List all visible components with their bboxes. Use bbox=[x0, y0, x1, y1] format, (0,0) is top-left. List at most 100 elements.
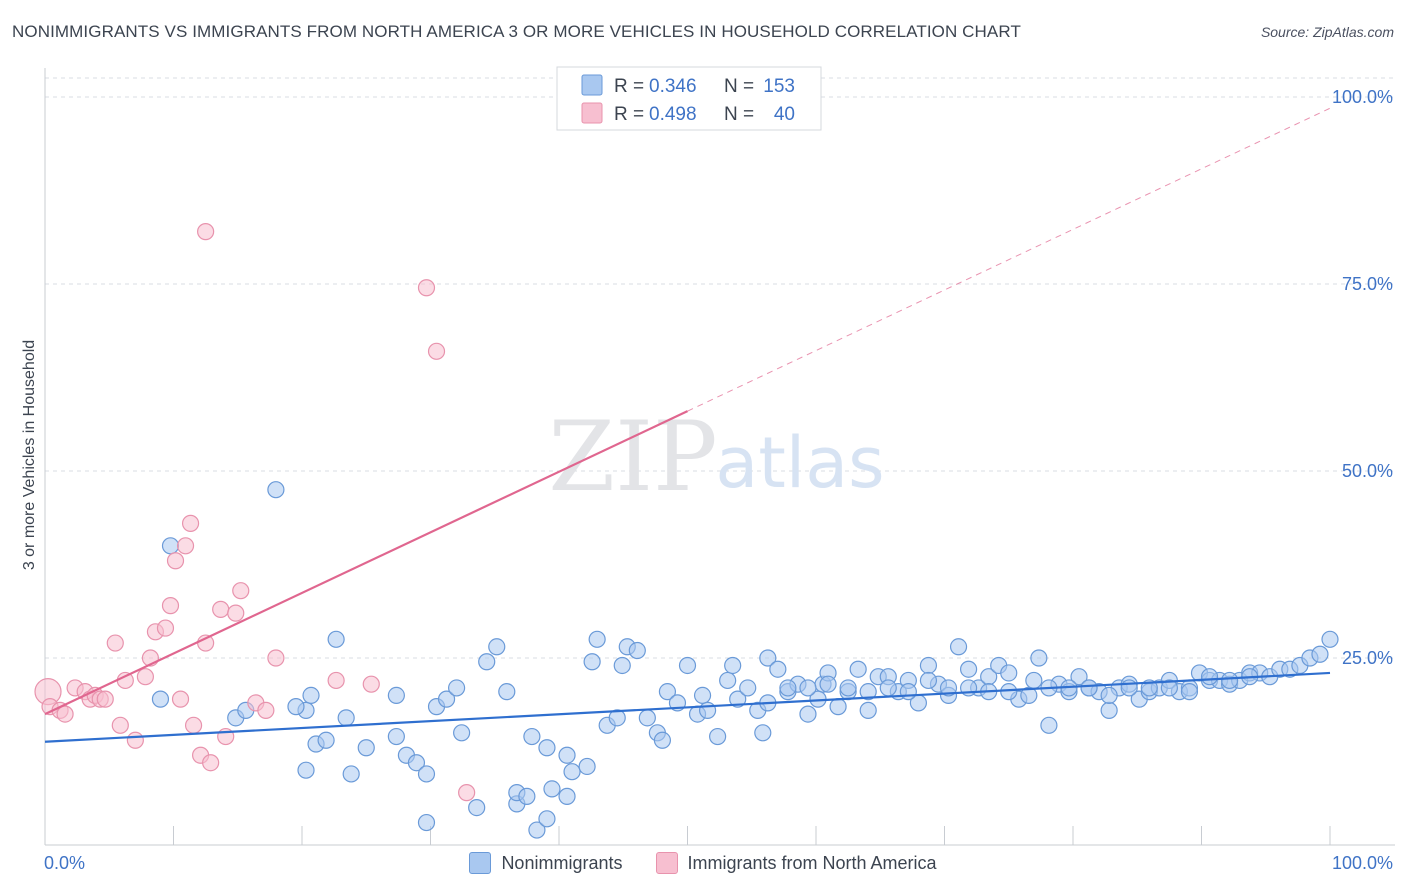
legend-n-label-1: N = bbox=[724, 104, 754, 125]
blue-point bbox=[1000, 683, 1018, 701]
pink-point bbox=[184, 716, 203, 734]
blue-point bbox=[613, 656, 631, 675]
legend-top: R = 0.346 N = 153 R = 0.498 N = 40 bbox=[556, 66, 822, 131]
blue-point bbox=[583, 653, 601, 671]
pink-point bbox=[227, 604, 245, 622]
blue-point bbox=[1221, 671, 1239, 690]
watermark-zip: ZIP bbox=[548, 401, 717, 513]
pink-point bbox=[56, 705, 74, 723]
blue-point bbox=[653, 731, 672, 749]
blue-point bbox=[387, 727, 405, 746]
pink-point bbox=[176, 537, 195, 555]
blue-point bbox=[769, 660, 787, 678]
blue-point bbox=[563, 763, 581, 781]
blue-point bbox=[638, 709, 656, 727]
blue-point bbox=[317, 731, 335, 749]
blue-point bbox=[337, 709, 355, 727]
blue-point bbox=[498, 683, 516, 701]
blue-point bbox=[407, 754, 426, 772]
grid-lines bbox=[45, 77, 1395, 659]
pink-point bbox=[181, 514, 200, 532]
blue-point bbox=[1200, 668, 1219, 686]
blue-point bbox=[161, 537, 180, 555]
blue-point bbox=[739, 679, 757, 697]
trend-line-immigrants bbox=[44, 410, 688, 716]
blue-point bbox=[1025, 671, 1043, 690]
blue-point bbox=[879, 679, 897, 697]
blue-point bbox=[1000, 664, 1018, 682]
pink-point bbox=[126, 731, 144, 749]
pink-point bbox=[458, 784, 476, 802]
blue-point bbox=[799, 679, 817, 697]
pink-point bbox=[212, 600, 230, 618]
blue-point bbox=[608, 709, 626, 727]
pink-point bbox=[136, 668, 154, 686]
blue-point bbox=[1080, 679, 1098, 697]
blue-point bbox=[1100, 686, 1118, 705]
blue-point bbox=[1100, 701, 1118, 719]
blue-point bbox=[724, 656, 742, 675]
blue-point bbox=[468, 798, 486, 817]
y-tick-label-1: 50.0% bbox=[1342, 461, 1393, 481]
blue-point bbox=[342, 765, 360, 783]
blue-point bbox=[919, 656, 938, 675]
nonimmigrants-points bbox=[151, 481, 1339, 839]
blue-point bbox=[538, 810, 556, 828]
legend-r-value-1: 0.498 bbox=[649, 104, 697, 125]
legend-n-value-0: 153 bbox=[763, 76, 795, 97]
pink-point bbox=[156, 619, 175, 637]
blue-point bbox=[658, 683, 677, 701]
blue-point bbox=[357, 739, 375, 757]
blue-point bbox=[829, 698, 847, 716]
blue-point bbox=[698, 701, 717, 719]
blue-point bbox=[417, 813, 436, 832]
blue-point bbox=[839, 679, 857, 697]
blue-point bbox=[628, 641, 646, 660]
x-tick-label-0: 0.0% bbox=[44, 853, 85, 873]
pink-point bbox=[327, 671, 345, 690]
blue-point bbox=[543, 780, 561, 798]
legend-swatch-0 bbox=[581, 74, 603, 96]
blue-point bbox=[387, 686, 405, 705]
legend-item-nonimmigrants[interactable]: Nonimmigrants bbox=[469, 852, 622, 874]
y-tick-label-3: 100.0% bbox=[1332, 87, 1393, 107]
blue-point bbox=[302, 686, 320, 705]
chart-title: NONIMMIGRANTS VS IMMIGRANTS FROM NORTH A… bbox=[12, 22, 1021, 41]
blue-point bbox=[523, 727, 541, 746]
blue-point bbox=[759, 649, 777, 667]
blue-point bbox=[297, 761, 315, 779]
blue-point bbox=[488, 638, 506, 656]
blue-point bbox=[287, 698, 305, 716]
blue-point bbox=[919, 671, 938, 690]
y-tick-label-2: 75.0% bbox=[1342, 274, 1393, 294]
blue-point bbox=[899, 683, 917, 701]
blue-point bbox=[151, 690, 170, 708]
blue-point bbox=[754, 724, 772, 742]
pink-point bbox=[267, 649, 285, 667]
blue-point bbox=[478, 653, 496, 671]
blue-point bbox=[1180, 683, 1199, 701]
blue-point bbox=[578, 757, 596, 776]
blue-point bbox=[453, 724, 471, 742]
blue-point bbox=[588, 630, 606, 648]
legend-swatch-pink bbox=[655, 852, 678, 874]
pink-point bbox=[417, 279, 436, 297]
blue-point bbox=[709, 727, 727, 746]
blue-point bbox=[1321, 630, 1339, 648]
blue-point bbox=[327, 630, 345, 648]
pink-point bbox=[232, 582, 250, 600]
blue-point bbox=[1040, 716, 1058, 734]
blue-point bbox=[959, 660, 978, 678]
blue-point bbox=[849, 660, 867, 678]
x-tick-label-1: 100.0% bbox=[1332, 853, 1393, 873]
legend-n-label-0: N = bbox=[724, 76, 754, 97]
blue-point bbox=[859, 701, 877, 719]
blue-point bbox=[719, 671, 737, 690]
blue-point bbox=[859, 683, 877, 701]
blue-point bbox=[538, 739, 556, 757]
legend-item-immigrants[interactable]: Immigrants from North America bbox=[655, 852, 937, 874]
pink-point bbox=[116, 671, 134, 690]
tick-labels: 25.0% 50.0% 75.0% 100.0% 0.0% 100.0% bbox=[44, 87, 1393, 873]
blue-point bbox=[939, 679, 958, 697]
